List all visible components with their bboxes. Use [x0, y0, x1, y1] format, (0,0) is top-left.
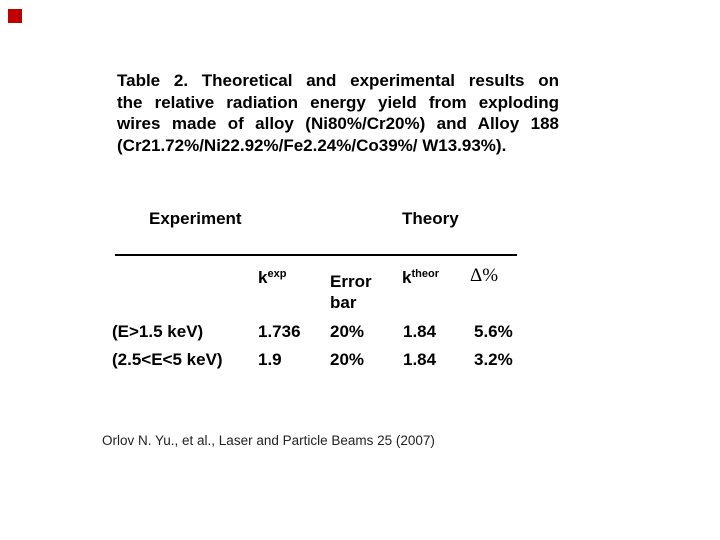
table-cell: 20% [330, 350, 365, 369]
table-cell: 1.84 [403, 350, 437, 369]
table-cell: 1.84 [403, 322, 437, 341]
caption-line: the relative radiation energy yield from… [117, 92, 559, 112]
row-label: (2.5<E<5 keV) [112, 350, 223, 369]
table-header-rule [115, 254, 517, 256]
k-theor-base: k [402, 268, 412, 287]
caption-line: (Cr21.72%/Ni22.92%/Fe2.24%/Co39%/ W13.93… [117, 135, 507, 155]
column-header-k-exp: kexp [258, 268, 286, 290]
column-header-error-bar: Error bar [330, 272, 372, 312]
column-header-k-theor: ktheor [402, 268, 439, 290]
table-cell: 3.2% [474, 350, 513, 369]
column-group-theory: Theory [402, 209, 459, 228]
k-theor-superscript: theor [411, 268, 439, 280]
table-cell: 1.9 [258, 350, 282, 369]
table-caption: Table 2. Theoretical and experimental re… [117, 70, 559, 156]
red-marker-square [8, 9, 22, 23]
row-label: (E>1.5 keV) [112, 322, 204, 341]
k-exp-superscript: exp [267, 268, 287, 280]
caption-line: Table 2. Theoretical and experimental re… [117, 71, 559, 90]
table-cell: 5.6% [474, 322, 513, 341]
column-header-delta-percent: Δ% [470, 265, 499, 286]
table-cell: 20% [330, 322, 365, 341]
citation-text: Orlov N. Yu., et al., Laser and Particle… [102, 433, 435, 448]
table-cell: 1.736 [258, 322, 301, 341]
k-exp-base: k [258, 268, 268, 287]
caption-line: wires made of alloy (Ni80%/Cr20%) and Al… [117, 114, 559, 133]
column-group-experiment: Experiment [149, 209, 242, 228]
